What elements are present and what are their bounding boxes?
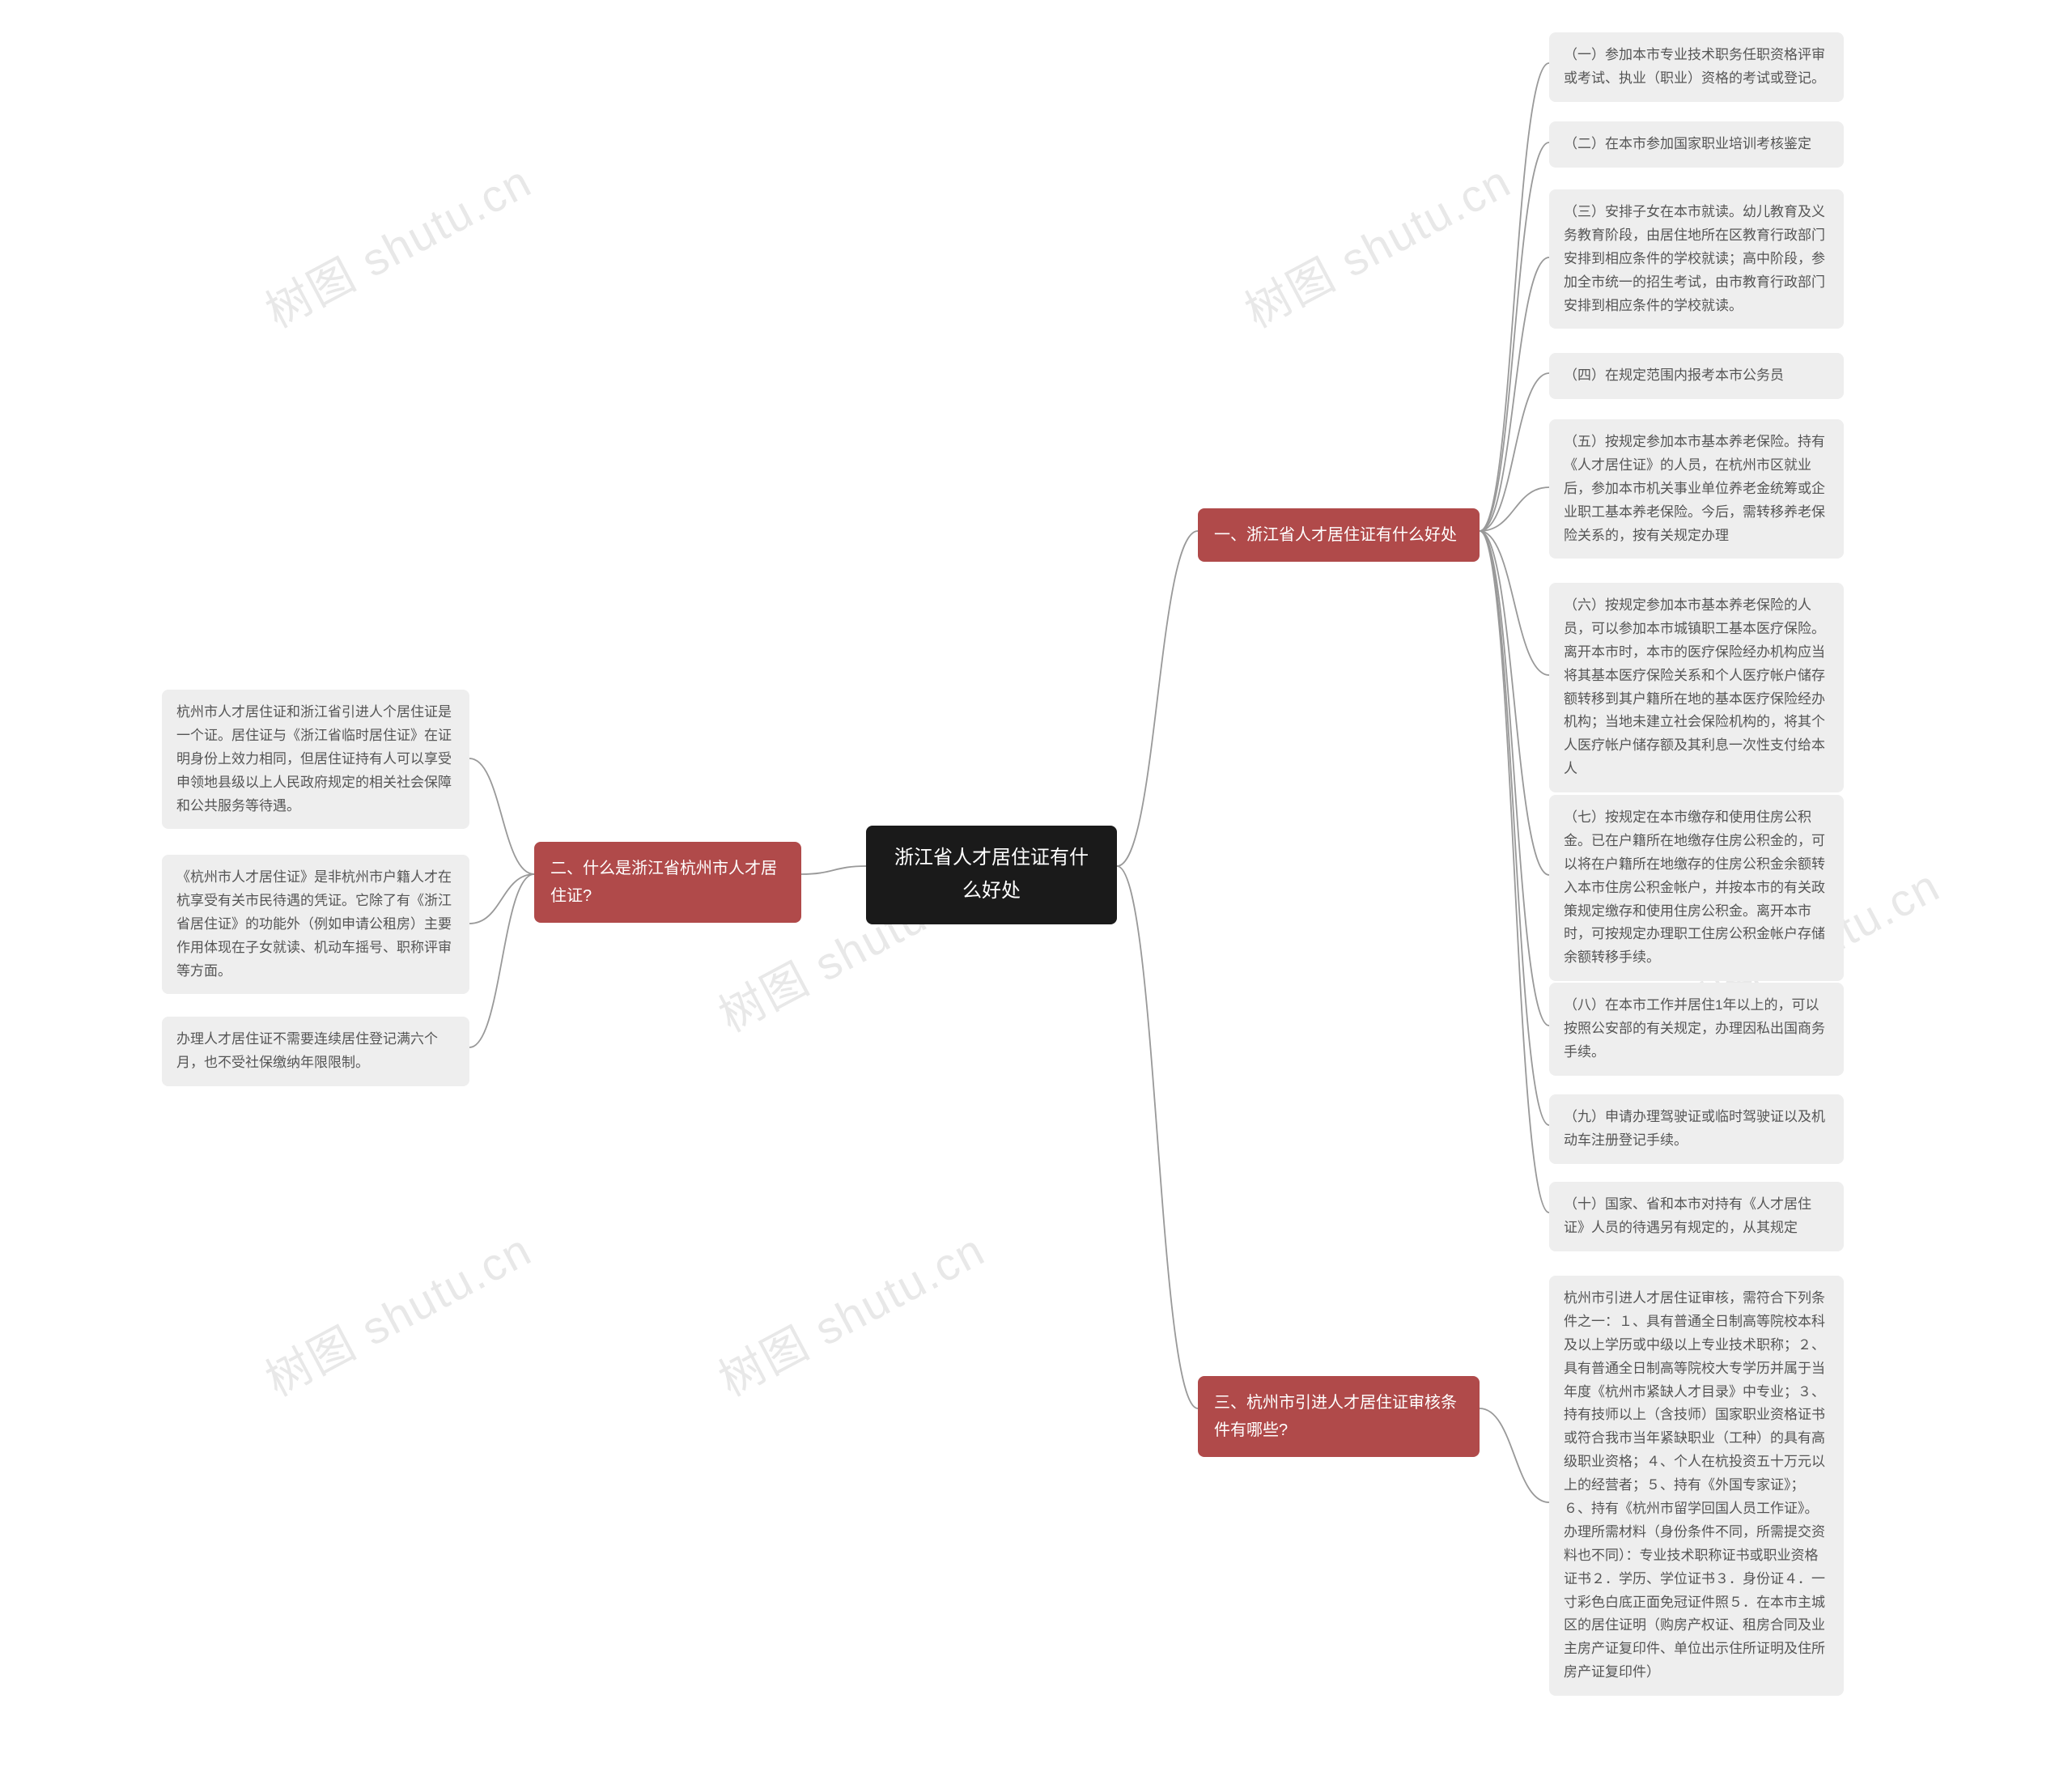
leaf-node: （八）在本市工作并居住1年以上的，可以按照公安部的有关规定，办理因私出国商务手续… [1549,983,1844,1076]
watermark: 树图 shutu.cn [1232,146,1521,341]
leaf-node: 杭州市引进人才居住证审核，需符合下列条件之一：１、具有普通全日制高等院校本科及以… [1549,1276,1844,1696]
branch-benefits: 一、浙江省人才居住证有什么好处 [1198,508,1480,562]
watermark: 树图 shutu.cn [253,146,541,341]
branch-whatis: 二、什么是浙江省杭州市人才居住证? [534,842,801,923]
watermark: 树图 shutu.cn [253,1214,541,1409]
leaf-node: 办理人才居住证不需要连续居住登记满六个月，也不受社保缴纳年限限制。 [162,1017,469,1086]
leaf-node: （七）按规定在本市缴存和使用住房公积金。已在户籍所在地缴存住房公积金的，可以将在… [1549,795,1844,981]
branch-label: 三、杭州市引进人才居住证审核条件有哪些? [1214,1394,1457,1439]
watermark: 树图 shutu.cn [706,1214,995,1409]
leaf-node: （二）在本市参加国家职业培训考核鉴定 [1549,121,1844,168]
branch-conditions: 三、杭州市引进人才居住证审核条件有哪些? [1198,1376,1480,1457]
leaf-node: （四）在规定范围内报考本市公务员 [1549,353,1844,399]
branch-label: 一、浙江省人才居住证有什么好处 [1214,526,1457,544]
leaf-node: （九）申请办理驾驶证或临时驾驶证以及机动车注册登记手续。 [1549,1094,1844,1164]
leaf-node: （五）按规定参加本市基本养老保险。持有《人才居住证》的人员，在杭州市区就业后，参… [1549,419,1844,559]
leaf-node: 杭州市人才居住证和浙江省引进人个居住证是一个证。居住证与《浙江省临时居住证》在证… [162,690,469,829]
leaf-node: 《杭州市人才居住证》是非杭州市户籍人才在杭享受有关市民待遇的凭证。它除了有《浙江… [162,855,469,994]
center-node: 浙江省人才居住证有什么好处 [866,826,1117,924]
leaf-node: （十）国家、省和本市对持有《人才居住证》人员的待遇另有规定的，从其规定 [1549,1182,1844,1251]
branch-label: 二、什么是浙江省杭州市人才居住证? [550,860,777,905]
center-label: 浙江省人才居住证有什么好处 [894,847,1089,902]
leaf-node: （一）参加本市专业技术职务任职资格评审或考试、执业（职业）资格的考试或登记。 [1549,32,1844,102]
leaf-node: （三）安排子女在本市就读。幼儿教育及义务教育阶段，由居住地所在区教育行政部门安排… [1549,189,1844,329]
leaf-node: （六）按规定参加本市基本养老保险的人员，可以参加本市城镇职工基本医疗保险。离开本… [1549,583,1844,792]
